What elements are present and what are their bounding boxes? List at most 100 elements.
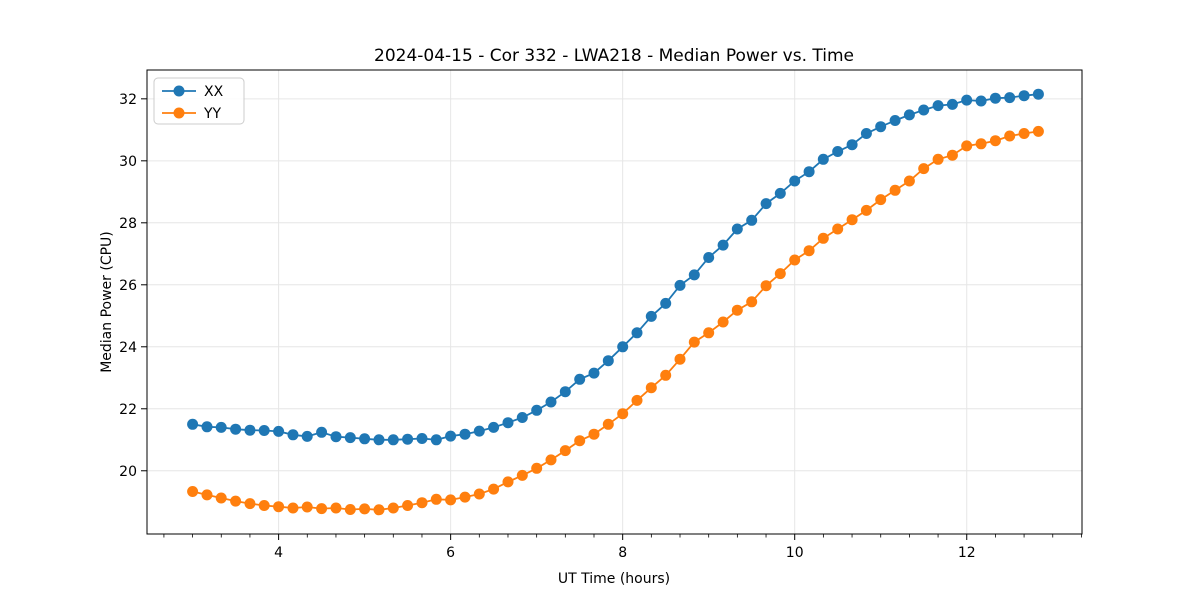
- y-tick-label: 30: [119, 154, 137, 170]
- data-point-XX: [258, 425, 270, 436]
- data-point-YY: [918, 163, 930, 175]
- data-point-YY: [301, 501, 313, 513]
- data-point-XX: [502, 417, 514, 429]
- data-point-XX: [760, 198, 772, 210]
- data-point-XX: [416, 433, 428, 444]
- data-point-YY: [545, 454, 557, 466]
- data-point-YY: [215, 492, 227, 504]
- data-point-YY: [359, 503, 371, 515]
- data-point-XX: [402, 433, 414, 445]
- data-point-YY: [631, 394, 643, 406]
- data-point-XX: [975, 95, 987, 107]
- data-point-XX: [531, 404, 543, 416]
- data-point-XX: [703, 252, 715, 263]
- y-tick-label: 26: [119, 278, 137, 294]
- data-point-XX: [946, 98, 958, 110]
- data-point-YY: [258, 500, 270, 511]
- legend-box: [153, 77, 245, 125]
- legend-marker-YY: [173, 107, 185, 119]
- legend: XX YY: [153, 77, 245, 125]
- data-point-XX: [989, 92, 1001, 104]
- data-point-XX: [660, 297, 672, 309]
- data-point-YY: [817, 232, 829, 244]
- data-point-XX: [789, 175, 801, 187]
- data-point-YY: [1032, 125, 1044, 137]
- data-point-XX: [344, 432, 356, 444]
- x-tick-label: 6: [446, 545, 455, 561]
- data-series: [187, 88, 1044, 516]
- data-point-XX: [516, 412, 528, 423]
- data-point-YY: [846, 214, 858, 226]
- data-point-XX: [187, 418, 199, 430]
- data-point-YY: [703, 327, 715, 339]
- y-tick-label: 20: [119, 464, 137, 480]
- series-line-XX: [192, 93, 1039, 441]
- data-point-YY: [789, 254, 801, 266]
- data-point-XX: [617, 341, 629, 353]
- data-point-XX: [316, 426, 328, 438]
- data-point-XX: [803, 166, 815, 178]
- data-point-XX: [832, 146, 844, 157]
- data-point-YY: [287, 502, 299, 514]
- data-point-XX: [846, 139, 858, 151]
- data-point-YY: [531, 462, 543, 474]
- data-point-YY: [889, 184, 901, 196]
- data-point-YY: [760, 280, 772, 292]
- data-point-XX: [488, 421, 500, 433]
- data-point-YY: [201, 489, 213, 501]
- data-point-XX: [301, 430, 313, 442]
- data-point-XX: [674, 279, 686, 291]
- x-tick-label: 4: [274, 545, 283, 561]
- data-point-YY: [903, 175, 915, 187]
- data-point-YY: [230, 495, 242, 507]
- data-point-XX: [731, 223, 743, 235]
- data-point-YY: [1018, 128, 1030, 139]
- data-point-YY: [961, 140, 973, 152]
- legend-marker-XX: [173, 85, 185, 97]
- data-point-YY: [588, 428, 600, 440]
- data-point-XX: [588, 367, 600, 379]
- grid-lines: [147, 70, 1082, 534]
- data-point-XX: [631, 327, 643, 339]
- data-point-YY: [316, 503, 328, 515]
- data-point-YY: [860, 204, 872, 216]
- data-point-XX: [287, 429, 299, 441]
- data-point-XX: [688, 269, 700, 281]
- data-point-YY: [445, 494, 457, 506]
- data-point-XX: [215, 421, 227, 433]
- data-point-XX: [230, 423, 242, 435]
- data-point-XX: [545, 396, 557, 408]
- data-point-XX: [817, 153, 829, 165]
- data-point-XX: [244, 424, 256, 436]
- data-point-YY: [344, 504, 356, 515]
- data-point-XX: [359, 433, 371, 445]
- legend-label-YY: YY: [203, 106, 222, 122]
- data-point-YY: [473, 488, 485, 500]
- data-point-YY: [559, 445, 571, 457]
- data-point-YY: [1004, 130, 1016, 142]
- data-point-YY: [674, 353, 686, 365]
- data-point-YY: [803, 245, 815, 257]
- chart-title: 2024-04-15 - Cor 332 - LWA218 - Median P…: [374, 46, 854, 66]
- data-point-XX: [961, 94, 973, 106]
- data-point-YY: [488, 483, 500, 495]
- data-point-YY: [832, 223, 844, 235]
- data-point-XX: [645, 310, 657, 322]
- x-tick-label: 10: [786, 545, 804, 561]
- data-point-XX: [387, 434, 399, 446]
- data-point-YY: [731, 304, 743, 316]
- data-point-XX: [602, 355, 614, 367]
- data-point-XX: [445, 430, 457, 442]
- data-point-XX: [1032, 88, 1044, 100]
- data-point-XX: [746, 214, 758, 226]
- data-point-XX: [875, 121, 887, 133]
- y-tick-label: 28: [119, 216, 137, 232]
- x-tick-label: 12: [958, 545, 976, 561]
- axis-ticks: [141, 98, 1082, 540]
- data-point-XX: [860, 128, 872, 139]
- data-point-XX: [918, 104, 930, 116]
- data-point-YY: [645, 382, 657, 394]
- data-point-XX: [903, 109, 915, 121]
